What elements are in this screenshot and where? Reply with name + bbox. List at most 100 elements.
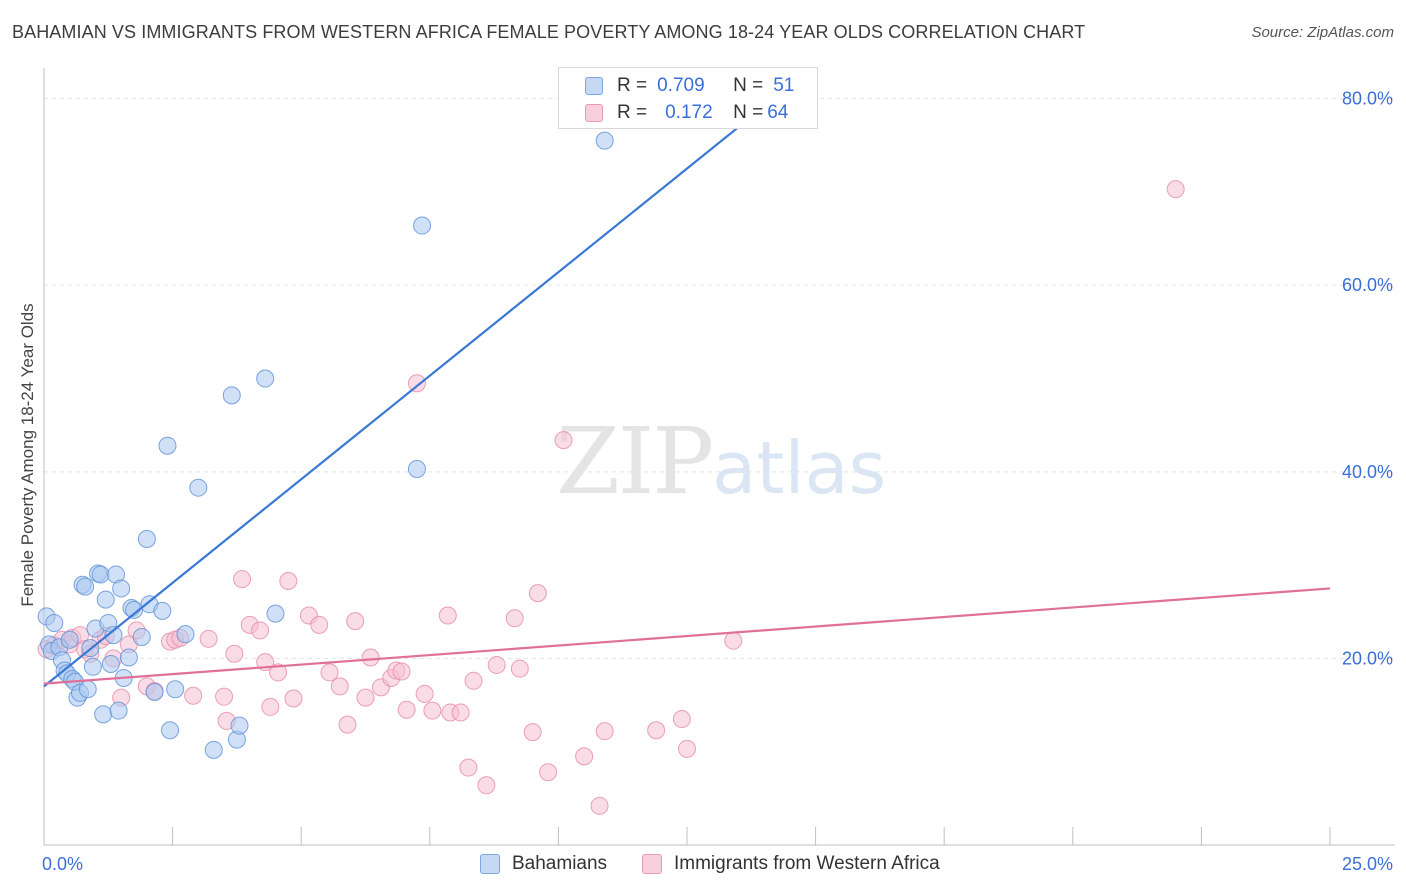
bahamians-point (595, 131, 614, 150)
watermark-zip: ZIP (556, 408, 714, 515)
immigrants-point (724, 631, 743, 650)
r-value: 0.709 (657, 75, 705, 96)
bahamians-trend-line (43, 93, 781, 688)
bahamians-point (407, 460, 426, 479)
immigrants-point (510, 659, 529, 678)
bahamians-point (78, 680, 97, 699)
legend-item-immigrants: Immigrants from Western Africa (642, 851, 940, 877)
immigrants-point (269, 663, 288, 682)
x-tick-label: 0.0% (42, 854, 83, 874)
legend-item-bahamians: Bahamians (480, 851, 607, 877)
n-label: N = (733, 102, 764, 123)
immigrants-point (397, 700, 416, 719)
immigrants-point (672, 710, 691, 729)
bahamians-point (76, 577, 95, 596)
bahamians-point (153, 601, 172, 620)
immigrants-point (279, 571, 298, 590)
immigrants-point (590, 796, 609, 815)
bahamians-point (145, 683, 164, 701)
immigrants-point (233, 570, 252, 589)
y-tick-label: 80.0% (1342, 89, 1393, 109)
bahamians-point (83, 657, 102, 676)
immigrants-point (554, 431, 573, 450)
bahamians-point (45, 613, 64, 632)
bahamians-swatch (585, 77, 603, 95)
immigrants-point (1166, 180, 1185, 199)
immigrants-point (647, 721, 666, 740)
y-tick-label: 60.0% (1342, 275, 1393, 295)
immigrants-point (361, 648, 380, 667)
bahamians-point (104, 626, 123, 645)
immigrants-point (407, 374, 426, 393)
source-credit: Source: ZipAtlas.com (1251, 24, 1394, 41)
y-axis-label: Female Poverty Among 18-24 Year Olds (18, 303, 37, 607)
r-value: 0.172 (665, 102, 713, 123)
immigrants-point (523, 723, 542, 742)
n-value: 64 (767, 102, 789, 123)
r-label: R = (617, 102, 648, 123)
immigrants-point (320, 663, 339, 682)
bahamians-point (166, 680, 185, 699)
stats-legend-row-immigrants: R = 0.172 N = 64 (585, 101, 788, 125)
immigrants-point (505, 609, 524, 628)
immigrants-point (338, 715, 357, 734)
bahamians-point (176, 625, 195, 644)
y-tick-label: 40.0% (1342, 462, 1393, 482)
immigrants-point (678, 739, 696, 758)
bahamians-point (112, 579, 131, 598)
immigrants-point (392, 662, 411, 681)
bahamians-point (222, 386, 241, 405)
immigrants-point (261, 697, 280, 716)
stats-legend: R = 0.709 N = 51 R = 0.172 N = 64 (558, 67, 818, 129)
immigrants-point (459, 758, 478, 777)
bahamians-point (96, 590, 115, 609)
bahamians-point (119, 648, 138, 667)
immigrants-point (330, 677, 349, 696)
immigrants-point (346, 612, 365, 631)
immigrants-point (595, 722, 614, 741)
n-value: 51 (773, 75, 795, 96)
immigrants-point (575, 747, 594, 766)
stats-legend-row-bahamians: R = 0.709 N = 51 (585, 74, 794, 98)
immigrants-point (423, 701, 442, 720)
bahamians-point (137, 530, 156, 548)
bahamians-point (230, 716, 249, 735)
bahamians-point (204, 740, 223, 759)
r-label: R = (617, 75, 648, 96)
immigrants-point (451, 703, 470, 722)
bahamians-point (189, 478, 208, 497)
immigrants-point (199, 629, 218, 648)
bahamians-point (413, 216, 432, 235)
bahamians-point (266, 604, 285, 623)
bahamians-point (256, 369, 275, 388)
x-tick-label: 25.0% (1342, 854, 1393, 874)
bahamians-point (91, 565, 110, 584)
legend-label: Immigrants from Western Africa (674, 853, 940, 874)
watermark-atlas: atlas (712, 426, 887, 510)
immigrants-point (477, 776, 496, 795)
immigrants-legend-swatch (642, 854, 662, 874)
bahamians-point (60, 630, 79, 649)
bahamians-point (158, 436, 177, 455)
immigrants-point (215, 687, 234, 706)
chart-title: BAHAMIAN VS IMMIGRANTS FROM WESTERN AFRI… (12, 22, 1086, 42)
bahamians-point (101, 655, 120, 674)
bahamians-point (161, 721, 180, 740)
bahamians-point (132, 627, 151, 646)
bahamians-point (109, 701, 128, 720)
immigrants-point (225, 644, 244, 663)
bahamians-legend-swatch (480, 854, 500, 874)
y-tick-label: 20.0% (1342, 648, 1393, 668)
immigrants-point (539, 763, 558, 782)
bahamians-point (94, 705, 113, 724)
immigrants-swatch (585, 104, 603, 122)
immigrants-trend-line (43, 587, 1331, 685)
immigrants-point (464, 671, 483, 690)
immigrants-point (528, 584, 547, 603)
immigrants-point (487, 655, 506, 674)
immigrants-point (184, 686, 203, 705)
immigrants-point (356, 688, 375, 707)
immigrants-point (284, 689, 303, 708)
immigrants-point (415, 684, 434, 703)
